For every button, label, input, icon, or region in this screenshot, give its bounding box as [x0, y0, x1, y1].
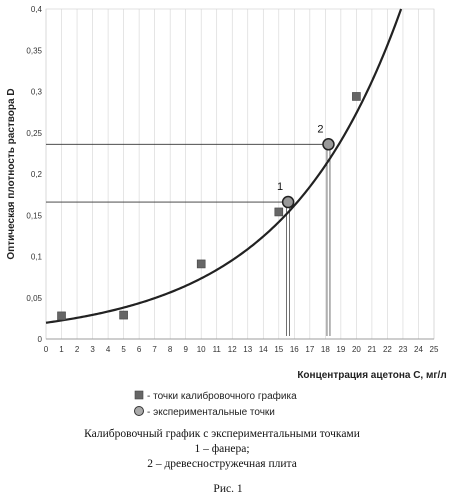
caption-line-3: 2 – древесностружечная плита — [147, 458, 297, 470]
x-tick-label: 22 — [383, 345, 392, 354]
x-tick-label: 13 — [243, 345, 252, 354]
plot-area — [46, 9, 434, 339]
x-tick-label: 20 — [352, 345, 361, 354]
x-tick-labels: 0123456789101112131415161718192021222324… — [44, 345, 439, 354]
y-tick-label: 0,4 — [31, 5, 43, 14]
y-axis-title: Оптическая плотность раствора D — [6, 88, 17, 259]
x-tick-label: 12 — [228, 345, 237, 354]
legend: - точки калибровочного графика - экспери… — [135, 390, 298, 418]
caption-line-1: Калибровочный график с экспериментальным… — [84, 428, 360, 440]
y-tick-label: 0,2 — [31, 170, 43, 179]
y-tick-label: 0,15 — [26, 211, 42, 220]
figure-label: Рис. 1 — [213, 483, 242, 495]
y-tick-label: 0,25 — [26, 129, 42, 138]
x-tick-label: 11 — [213, 345, 222, 354]
x-tick-label: 4 — [106, 345, 111, 354]
legend-experimental-label: - экспериментальные точки — [147, 407, 275, 418]
x-tick-label: 3 — [90, 345, 95, 354]
calibration-point — [197, 260, 205, 268]
experimental-point-label: 2 — [317, 123, 323, 135]
y-tick-label: 0,1 — [31, 253, 43, 262]
x-tick-label: 24 — [414, 345, 423, 354]
x-tick-label: 6 — [137, 345, 142, 354]
legend-circle-marker — [135, 407, 144, 416]
x-tick-label: 1 — [59, 345, 64, 354]
experimental-point — [323, 139, 334, 150]
calibration-point — [275, 208, 283, 216]
y-tick-label: 0 — [38, 335, 43, 344]
x-tick-label: 19 — [336, 345, 345, 354]
x-tick-label: 0 — [44, 345, 49, 354]
y-tick-label: 0,3 — [31, 88, 43, 97]
x-tick-label: 7 — [152, 345, 157, 354]
x-tick-label: 21 — [367, 345, 376, 354]
x-tick-label: 10 — [197, 345, 206, 354]
x-tick-label: 14 — [259, 345, 268, 354]
calibration-point — [58, 312, 66, 320]
calibration-point — [352, 92, 360, 100]
x-tick-label: 23 — [399, 345, 408, 354]
x-tick-label: 8 — [168, 345, 173, 354]
x-axis-title: Концентрация ацетона C, мг/л — [297, 370, 446, 381]
y-tick-labels: 0 0,05 0,1 0,15 0,2 0,25 0,3 0,35 0,4 — [26, 5, 42, 344]
x-tick-label: 2 — [75, 345, 80, 354]
x-tick-label: 18 — [321, 345, 330, 354]
y-tick-label: 0,35 — [26, 46, 42, 55]
y-tick-label: 0,05 — [26, 294, 42, 303]
legend-square-marker — [135, 391, 143, 399]
caption-line-2: 1 – фанера; — [194, 443, 249, 455]
calibration-point — [120, 311, 128, 319]
experimental-point-label: 1 — [277, 181, 283, 193]
x-tick-label: 5 — [121, 345, 126, 354]
x-tick-label: 25 — [430, 345, 439, 354]
x-tick-label: 15 — [274, 345, 283, 354]
legend-calibration-label: - точки калибровочного графика — [147, 390, 297, 402]
x-tick-label: 17 — [305, 345, 314, 354]
experimental-point — [283, 197, 294, 208]
x-tick-label: 9 — [183, 345, 188, 354]
x-tick-label: 16 — [290, 345, 299, 354]
